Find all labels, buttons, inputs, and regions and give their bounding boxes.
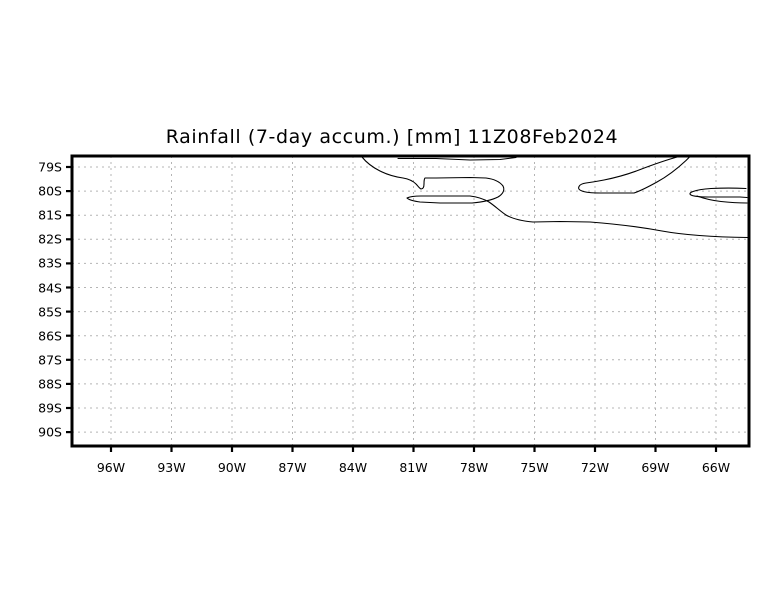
x-tick-label-8: 72W	[580, 460, 610, 475]
x-tick-label-3: 87W	[278, 460, 307, 475]
coastline-peninsula	[578, 155, 691, 194]
x-tick-label-2: 90W	[217, 460, 247, 475]
y-tick-label-7: 86S	[38, 328, 62, 344]
y-tick-label-6: 85S	[38, 304, 62, 320]
y-tick-label-1: 80S	[38, 183, 62, 199]
y-tick-label-2: 81S	[38, 207, 62, 223]
x-tick-label-6: 78W	[459, 460, 489, 475]
y-tick-label-9: 88S	[38, 376, 62, 392]
page-title: Rainfall (7-day accum.) [mm] 11Z08Feb202…	[165, 126, 619, 148]
x-tick-label-9: 69W	[641, 460, 670, 475]
y-tick-label-10: 89S	[38, 400, 62, 416]
x-tick-label-5: 81W	[399, 460, 428, 475]
coastline-outlines	[361, 155, 749, 239]
y-tick-label-4: 83S	[38, 255, 62, 271]
x-tick-label-7: 75W	[520, 460, 549, 475]
y-tick-label-0: 79S	[38, 159, 62, 175]
grid-lines	[72, 156, 748, 445]
coastline-main	[361, 156, 749, 239]
x-tick-label-0: 96W	[96, 460, 126, 475]
y-tick-label-11: 90S	[38, 424, 62, 440]
y-tick-label-8: 87S	[38, 352, 62, 368]
x-tick-label-4: 84W	[338, 460, 368, 475]
y-axis-ticks	[66, 165, 72, 434]
coastline-island-right-lower	[696, 195, 748, 204]
x-axis-ticks	[109, 446, 718, 452]
coastline-top-ledge	[397, 156, 517, 161]
plot-frame	[70, 154, 751, 448]
x-tick-label-1: 93W	[157, 460, 186, 475]
y-tick-label-5: 84S	[38, 280, 62, 296]
y-tick-label-3: 82S	[38, 231, 62, 247]
x-tick-label-10: 66W	[701, 460, 731, 475]
